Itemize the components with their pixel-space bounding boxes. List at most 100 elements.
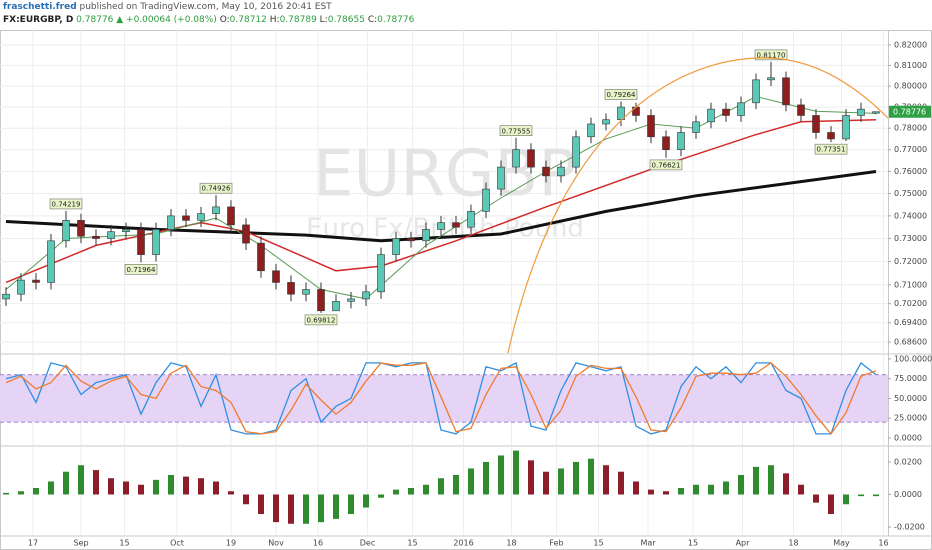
candle-body [17, 279, 25, 295]
candle-body [617, 106, 625, 121]
price-label: 0.81170 [757, 51, 786, 59]
x-tick-label: 19 [226, 539, 236, 548]
histogram-bar [423, 484, 429, 495]
x-tick-label: 15 [688, 539, 698, 548]
histogram-bar [363, 494, 369, 508]
histogram-bar [738, 474, 744, 495]
candle-body [722, 108, 730, 116]
change: ▲ +0.00064 (+0.08%) [116, 15, 217, 25]
histogram-bar [573, 461, 579, 495]
histogram-bar [498, 455, 504, 495]
histogram-bar [858, 494, 864, 497]
published: published on TradingView.com, May 10, 20… [79, 2, 332, 12]
y-tick-label: 0.77000 [894, 145, 927, 154]
x-tick-label: 15 [593, 539, 603, 548]
histogram-bar [648, 489, 654, 495]
histogram-bar [753, 466, 759, 495]
x-tick-label: Oct [170, 539, 184, 548]
histogram-bar [213, 481, 219, 495]
candle-body [212, 206, 220, 214]
y-tick-label: 0.0000 [894, 433, 922, 442]
candle-body [422, 229, 430, 242]
histogram-bar [288, 494, 294, 524]
open-label: O: [219, 15, 230, 25]
candle-body [467, 211, 475, 228]
close-label: C: [367, 15, 378, 25]
histogram-bar [723, 481, 729, 495]
candle-body [512, 149, 520, 168]
histogram-bar [558, 468, 564, 495]
price-label: 0.77555 [502, 127, 531, 135]
candle-body [62, 220, 70, 242]
histogram-bar [183, 476, 189, 495]
high-label: H: [269, 15, 280, 25]
price-label-box [304, 314, 338, 326]
candle-body [842, 115, 850, 140]
candle-body [47, 240, 55, 283]
candle-body [812, 115, 820, 133]
histogram-bar [603, 465, 609, 495]
histogram-bar [543, 471, 549, 495]
histogram-bar [123, 481, 129, 495]
x-tick-label: 15 [407, 539, 417, 548]
low-label: L: [319, 15, 328, 25]
y-tick-label: 0.71000 [894, 280, 927, 289]
candle-body [797, 104, 805, 116]
candle-body [152, 229, 160, 255]
price-label-box [499, 125, 533, 137]
histogram-bar [783, 473, 789, 495]
symbol: FX:EURGBP, D [3, 15, 74, 25]
histogram-bar [138, 484, 144, 495]
y-tick-label: 75.0000 [894, 374, 927, 383]
candle-body [482, 188, 490, 212]
histogram-bar [153, 479, 159, 495]
y-tick-label: 0.68600 [894, 338, 927, 347]
candle-body [362, 291, 370, 300]
histogram-bar [93, 470, 99, 495]
histogram-bar [678, 487, 684, 495]
price-label-box [649, 159, 683, 171]
histogram-bar [198, 478, 204, 495]
band [0, 374, 888, 423]
x-tick-label: Feb [549, 539, 563, 548]
y-tick-label: 0.0000 [894, 490, 922, 499]
price-label-box [814, 143, 848, 155]
histogram-bar [33, 487, 39, 495]
histogram-bar [333, 494, 339, 519]
histogram-bar [768, 465, 774, 495]
candle-body [77, 220, 85, 237]
price-label: 0.74926 [202, 185, 231, 193]
candle-body [557, 166, 565, 177]
y-tick-label: 0.73000 [894, 234, 927, 243]
last-price-box [889, 105, 931, 118]
candle-body [677, 132, 685, 151]
candle-body [287, 282, 295, 295]
last-price: 0.78776 [76, 15, 114, 25]
y-tick-label: 25.0000 [894, 414, 927, 423]
price-label: 0.77351 [817, 146, 846, 154]
x-tick-label: 15 [119, 539, 129, 548]
x-tick-label: 17 [28, 539, 38, 548]
price-label-box [754, 49, 788, 61]
pane [3, 447, 884, 535]
x-tick-label: 18 [506, 539, 516, 548]
histogram-bar [348, 494, 354, 515]
histogram-bar [588, 458, 594, 495]
histogram-bar [483, 461, 489, 495]
histogram-bar [633, 481, 639, 495]
x-tick-label: Mar [640, 539, 656, 548]
candle-body [497, 166, 505, 190]
candle-body [2, 293, 10, 300]
y-tick-label: 0.75000 [894, 189, 927, 198]
price-label-box [199, 182, 233, 194]
header: fraschetti.fred published on TradingView… [3, 1, 414, 27]
candle-body [872, 111, 880, 114]
candle-body [182, 215, 190, 221]
watermark: EURGBP [313, 138, 577, 212]
pane [0, 355, 888, 445]
candle-body [782, 77, 790, 106]
candle-body [377, 254, 385, 293]
histogram-bar [453, 474, 459, 495]
